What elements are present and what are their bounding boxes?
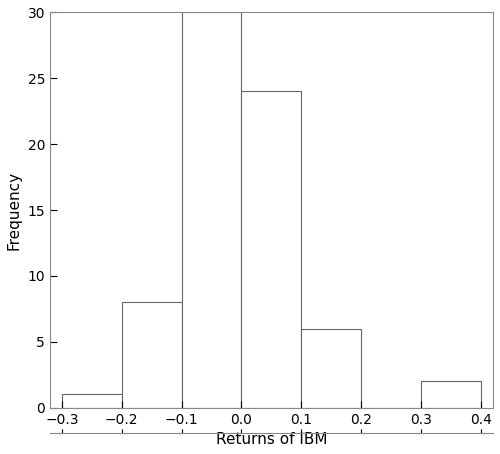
Bar xyxy=(242,92,301,408)
Bar xyxy=(182,12,242,408)
Bar xyxy=(122,302,182,408)
X-axis label: Returns of IBM: Returns of IBM xyxy=(216,432,327,447)
Bar xyxy=(421,381,480,408)
Y-axis label: Frequency: Frequency xyxy=(7,171,22,250)
Bar xyxy=(62,395,122,408)
Bar xyxy=(301,329,361,408)
